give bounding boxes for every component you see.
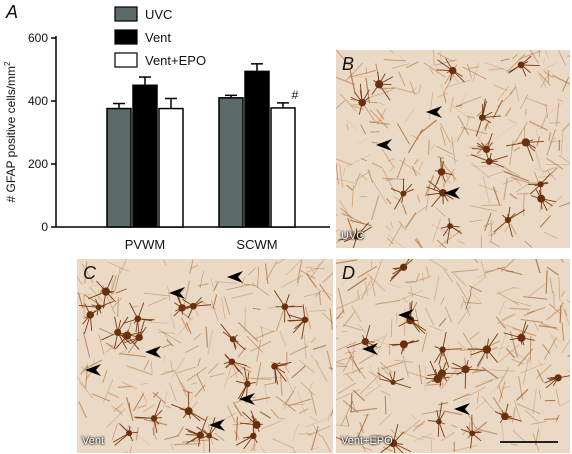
y-tick-label: 600 <box>28 31 48 45</box>
bar <box>270 107 296 228</box>
legend-label: Vent+EPO <box>145 53 206 68</box>
fiber-texture <box>77 259 333 453</box>
fiber-texture <box>336 50 570 248</box>
arrowhead-icon <box>145 346 161 358</box>
image-label-vent: Vent <box>82 435 105 447</box>
legend-swatch <box>114 52 138 68</box>
legend-swatch <box>114 29 138 45</box>
y-axis-label-text: # GFAP positive cells/mm <box>4 66 18 203</box>
y-axis-label-superscript: 2 <box>3 61 12 66</box>
arrowhead-icon <box>444 187 460 199</box>
arrowhead-icon <box>85 364 101 376</box>
bar <box>244 70 270 228</box>
legend-swatch <box>114 6 138 22</box>
y-axis-label: # GFAP positive cells/mm2 <box>3 61 18 203</box>
micrograph-background <box>336 259 570 453</box>
arrowhead-icon <box>209 419 225 431</box>
astrocyte-cells <box>346 259 570 453</box>
significance-marker: # <box>292 88 299 102</box>
arrowhead-icon <box>227 271 243 283</box>
y-tick-label: 0 <box>41 220 48 234</box>
arrowhead-icon <box>454 403 470 415</box>
arrowhead-icon <box>362 343 378 355</box>
panel-letter-b: B <box>342 54 355 74</box>
arrowheads <box>376 106 460 199</box>
arrowheads <box>85 271 255 431</box>
panel-letter-a: A <box>6 2 19 22</box>
x-category-label: PVWM <box>125 237 165 252</box>
arrowhead-icon <box>239 393 255 405</box>
micrograph-background <box>336 50 570 248</box>
legend-label: Vent <box>145 30 171 45</box>
panel-letter-c: C <box>83 263 96 283</box>
svg-text:# GFAP positive cells/mm2: # GFAP positive cells/mm2 <box>3 61 18 203</box>
y-tick-label: 400 <box>28 94 48 108</box>
bar <box>218 97 244 228</box>
arrowhead-icon <box>426 106 442 118</box>
bar <box>132 84 158 228</box>
panel-letter-d: D <box>342 263 355 283</box>
arrowhead-icon <box>169 287 185 299</box>
image-label-vent-epo: Vent+EPO <box>341 435 393 447</box>
bar <box>106 107 132 228</box>
micrograph-vent-epo: D Vent+EPO <box>336 259 570 453</box>
legend-label: UVC <box>145 7 172 22</box>
y-tick-label: 200 <box>28 157 48 171</box>
image-label-uvc: UVC <box>341 230 365 242</box>
astrocyte-cells <box>78 275 309 453</box>
micrograph-vent: C Vent <box>77 259 333 453</box>
fiber-texture <box>336 259 570 453</box>
arrowhead-icon <box>398 309 414 321</box>
x-category-label: SCWM <box>236 237 277 252</box>
arrowhead-icon <box>376 139 392 151</box>
bar-chart: # GFAP positive cells/mm2 0 200 400 600 PVWM… <box>3 6 330 252</box>
bar <box>158 107 184 228</box>
scale-bar <box>500 441 558 443</box>
micrograph-uvc: B UVC <box>336 50 570 248</box>
astrocyte-cells <box>337 55 557 248</box>
arrowheads <box>362 309 470 415</box>
